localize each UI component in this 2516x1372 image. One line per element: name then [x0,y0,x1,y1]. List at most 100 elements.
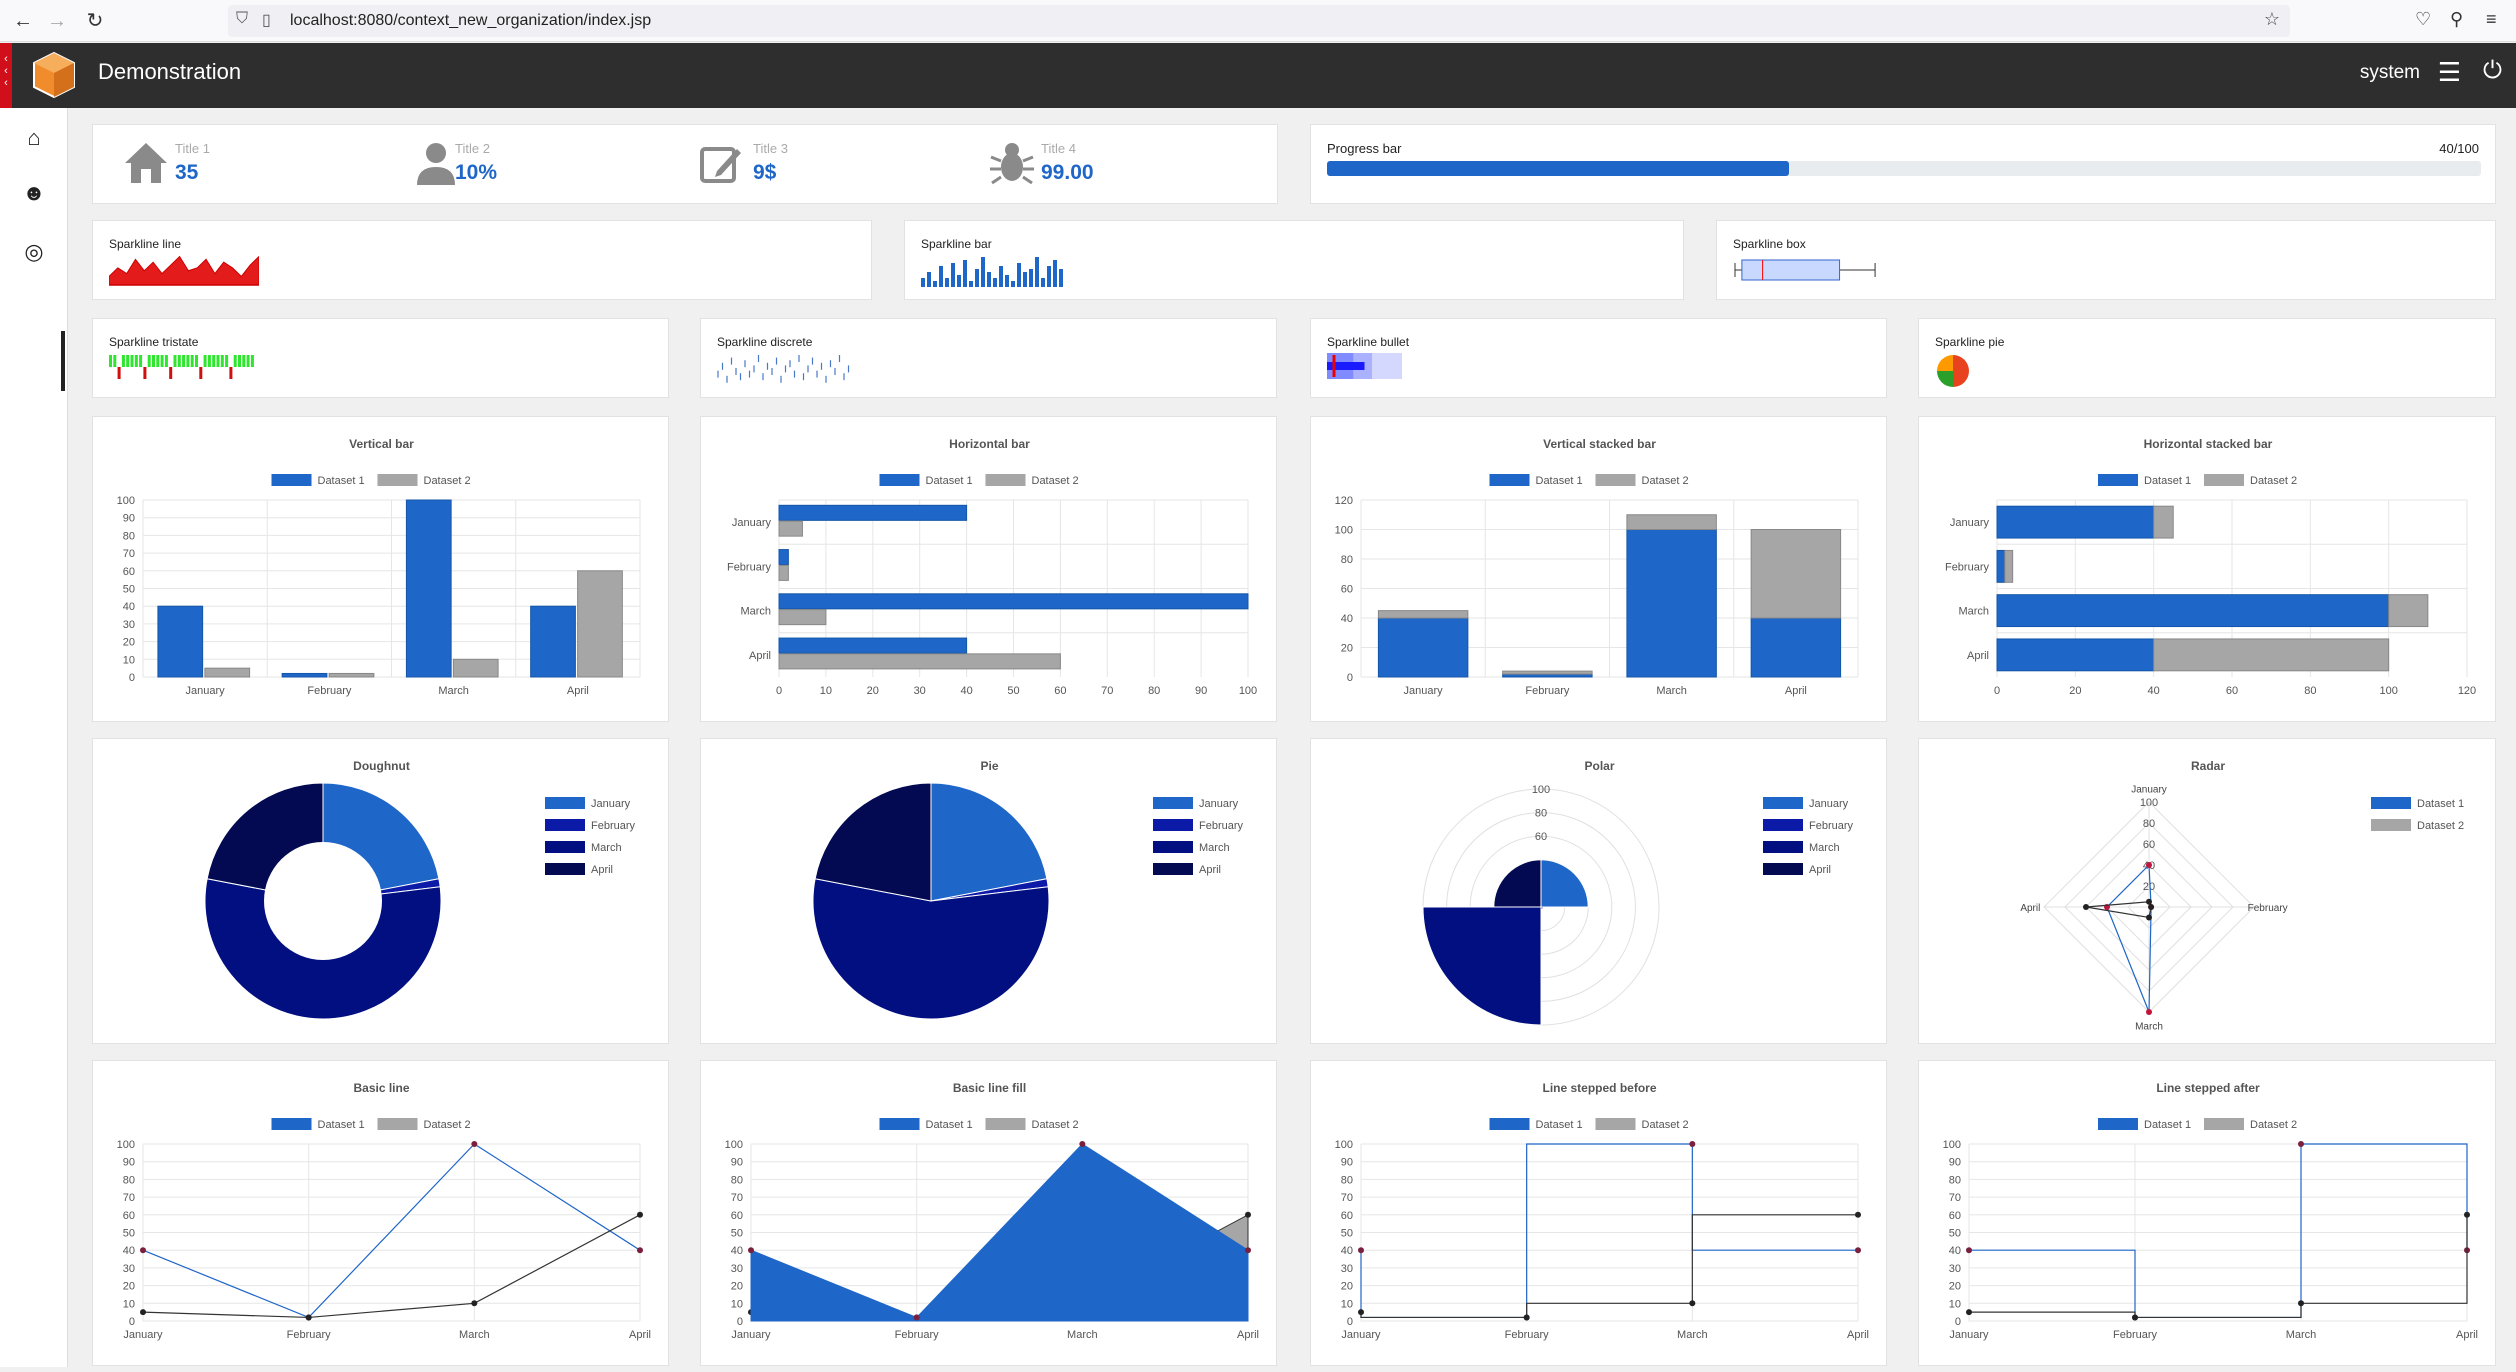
y-tick-label: 50 [1949,1228,1961,1240]
basic-line-fill-chart: Basic line fill Dataset 1 Dataset 2 0 10 20 30… [725,1081,1259,1341]
sparkline-tristate [109,355,254,379]
pie-chart: Pie January February March April [812,759,1244,1020]
x-tick-label: February [2113,1329,2158,1341]
y-tick-label: 0 [129,672,135,684]
line-point [1358,1247,1364,1254]
shield-icon[interactable]: ⛉ [236,10,249,27]
x-tick-label: January [1404,685,1444,697]
url-bar[interactable]: ⛉ ▯ localhost:8080/context_new_organizat… [228,5,2290,37]
line-series [142,1214,641,1319]
legend-label: Dataset 2 [1032,1119,1079,1131]
url-text[interactable]: localhost:8080/context_new_organization/… [290,12,652,29]
tristate-positive [177,355,181,367]
x-tick-label: 30 [914,685,926,697]
tristate-positive [233,355,237,367]
tristate-positive [130,355,134,367]
bar [1996,505,2155,539]
legend-swatch [2098,474,2138,486]
legend-swatch [1153,863,1193,875]
y-tick-label: 0 [1955,1316,1961,1328]
tristate-positive [203,355,207,367]
line-point [471,1141,478,1147]
sparkline-box-card: Sparkline box [1716,220,2496,300]
bar [778,520,803,537]
lifebuoy-icon[interactable]: ◎ [24,239,44,264]
pocket-icon[interactable]: ♡ [2415,9,2432,29]
bar [1996,638,2155,672]
reload-button[interactable]: ↻ [86,10,104,32]
bar [2153,505,2174,539]
line-point [471,1300,478,1307]
side-toggle-strip[interactable]: ‹ ‹ ‹ [0,43,12,108]
line-series [1969,1143,2468,1319]
horizontal-bar-card: Horizontal bar Dataset 1 Dataset 2 0 10 20 30 4… [700,416,1277,722]
x-tick-label: March [459,1329,490,1341]
x-tick-label: April [1237,1329,1259,1341]
x-tick-label: 20 [867,685,879,697]
page-info-icon[interactable]: ▯ [262,12,271,29]
menu-icon[interactable]: ≡ [2486,9,2497,29]
y-tick-label: 30 [731,1263,743,1275]
sidebar: ⌂ ☻ ◎ [0,108,68,1367]
kpi-value: 99.00 [1041,161,1094,184]
box-body [1741,259,1841,281]
legend-label: Dataset 2 [2250,1119,2297,1131]
radar-axis-label: April [2020,903,2040,914]
tristate-negative [199,367,203,379]
user-name[interactable]: system [2359,62,2420,83]
y-tick-label: 10 [123,1298,135,1310]
y-tick-label: 80 [1949,1174,1961,1186]
sparkline-discrete [717,355,850,383]
legend-swatch [2371,819,2411,831]
x-tick-label: February [1525,685,1570,697]
tristate-positive [250,355,254,367]
radar-point [2083,904,2089,910]
extensions-icon[interactable]: ⚲ [2450,9,2464,29]
y-tick-label: 70 [1949,1192,1961,1204]
y-tick-label: 90 [123,513,135,525]
legend-label: Dataset 1 [318,1119,365,1131]
sparkline-bar [993,278,997,287]
bar [2004,549,2014,583]
y-tick-label: 100 [725,1139,743,1151]
vertical-stacked-bar-card: Vertical stacked bar Dataset 1 Dataset 2 0 2… [1310,416,1887,722]
legend-label: Dataset 2 [1642,1119,1689,1131]
bar [328,672,375,678]
x-tick-label: 20 [2069,685,2081,697]
radar-series [2085,901,2152,919]
line-stepped-after-card: Line stepped after Dataset 1 Dataset 2 0 10 2… [1918,1060,2496,1366]
hamburger-menu-icon[interactable]: ☰ [2437,57,2461,87]
horizontal-stacked-bar-chart: Horizontal stacked bar Dataset 1 Dataset 2… [1945,437,2476,697]
y-tick-label: 100 [1943,1139,1961,1151]
sparkline-line [109,255,259,286]
y-tick-label: 80 [123,1174,135,1186]
y-tick-label: 30 [123,619,135,631]
radar-point [2146,914,2152,921]
home-icon[interactable]: ⌂ [27,125,41,150]
y-tick-label: 90 [1341,1157,1353,1169]
x-tick-label: February [287,1329,332,1341]
x-tick-label: April [629,1329,651,1341]
bar [1502,670,1593,675]
legend-swatch [1153,841,1193,853]
power-icon[interactable]: ⏻ [2483,57,2502,84]
legend-label: February [591,820,636,832]
bookmark-star-icon[interactable]: ☆ [2263,9,2280,29]
legend-label: Dataset 1 [2144,1119,2191,1131]
y-tick-label: 100 [117,495,135,507]
back-button[interactable]: ← [13,10,33,32]
forward-button[interactable]: → [47,10,67,32]
legend-label: Dataset 2 [2417,820,2464,832]
users-icon[interactable]: ☻ [22,180,46,205]
bar [778,637,968,654]
chart-title: Pie [980,759,998,773]
sparkline-bar [1017,263,1021,287]
x-tick-label: 80 [1148,685,1160,697]
x-tick-label: 100 [2379,685,2397,697]
progress-fill [1327,161,1789,176]
y-tick-label: 30 [1949,1263,1961,1275]
sparkline-bar [921,278,925,287]
legend-label: February [1199,820,1244,832]
y-tick-label: 120 [1335,495,1353,507]
bar [1996,549,2006,583]
